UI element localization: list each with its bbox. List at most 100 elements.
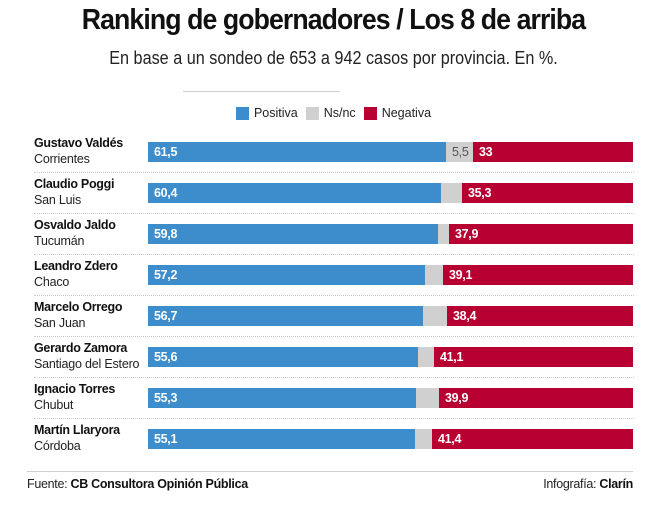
province-name: Corrientes — [34, 152, 90, 166]
chart-row: Gustavo Valdés Corrientes 61,5 5,5 33 — [34, 132, 634, 173]
row-separator — [34, 172, 634, 173]
legend-swatch-positiva — [235, 106, 249, 120]
stacked-bar: 61,5 5,5 33 — [148, 142, 633, 162]
chart-title: Ranking de gobernadores / Los 8 de arrib… — [81, 4, 586, 36]
province-name: Chaco — [34, 275, 70, 289]
row-separator — [34, 254, 634, 255]
stacked-bar: 55,1 41,4 — [148, 429, 633, 449]
stacked-bar: 60,4 35,3 — [148, 183, 633, 203]
credit-prefix: Infografía: — [543, 477, 600, 491]
chart-row: Martín Llaryora Córdoba 55,1 41,4 — [34, 419, 634, 460]
bar-segment-negativa: 39,9 — [439, 388, 633, 408]
source-prefix: Fuente: — [27, 477, 71, 491]
chart-row: Claudio Poggi San Luis 60,4 35,3 — [34, 173, 634, 214]
bar-segment-negativa: 41,4 — [432, 429, 633, 449]
governor-name: Martín Llaryora — [34, 423, 120, 437]
stacked-bar: 55,3 39,9 — [148, 388, 633, 408]
credit-name: Clarín — [599, 477, 633, 491]
province-name: Córdoba — [34, 439, 81, 453]
bar-segment-negativa: 41,1 — [434, 347, 633, 367]
footer-credit: Infografía: Clarín — [543, 477, 633, 491]
row-separator — [34, 418, 634, 419]
legend-item-nsnc: Ns/nc — [305, 106, 356, 120]
chart-row: Osvaldo Jaldo Tucumán 59,8 37,9 — [34, 214, 634, 255]
data-label-nsnc: 5,5 — [452, 145, 469, 159]
governor-name: Leandro Zdero — [34, 259, 118, 273]
data-label-positiva: 55,3 — [154, 391, 178, 405]
legend-swatch-negativa — [363, 106, 377, 120]
bar-segment-nsnc — [425, 265, 443, 285]
legend-label-positiva: Positiva — [253, 106, 298, 120]
province-name: Chubut — [34, 398, 74, 412]
province-name: San Juan — [34, 316, 86, 330]
data-label-positiva: 55,1 — [154, 432, 178, 446]
data-label-negativa: 35,3 — [468, 186, 492, 200]
row-separator — [34, 336, 634, 337]
stacked-bar: 57,2 39,1 — [148, 265, 633, 285]
governor-name: Ignacio Torres — [34, 382, 116, 396]
bar-segment-positiva: 61,5 — [148, 142, 446, 162]
chart-row: Gerardo Zamora Santiago del Estero 55,6 41,… — [34, 337, 634, 378]
legend-item-positiva: Positiva — [235, 106, 298, 120]
bar-segment-nsnc — [423, 306, 447, 326]
legend-label-negativa: Negativa — [381, 106, 432, 120]
bar-segment-positiva: 55,6 — [148, 347, 418, 367]
province-name: Santiago del Estero — [34, 357, 140, 371]
title-divider — [183, 91, 340, 92]
data-label-positiva: 55,6 — [154, 350, 178, 364]
data-label-positiva: 56,7 — [154, 309, 178, 323]
data-label-positiva: 59,8 — [154, 227, 178, 241]
bar-segment-nsnc — [416, 388, 439, 408]
bar-segment-positiva: 56,7 — [148, 306, 423, 326]
data-label-positiva: 57,2 — [154, 268, 178, 282]
bar-segment-nsnc: 5,5 — [446, 142, 473, 162]
bar-segment-positiva: 59,8 — [148, 224, 438, 244]
stacked-bar: 55,6 41,1 — [148, 347, 633, 367]
data-label-negativa: 41,1 — [440, 350, 464, 364]
footer-source: Fuente: CB Consultora Opinión Pública — [27, 477, 248, 491]
bar-segment-nsnc — [441, 183, 462, 203]
bar-segment-negativa: 37,9 — [449, 224, 633, 244]
bar-segment-nsnc — [438, 224, 449, 244]
chart-row: Leandro Zdero Chaco 57,2 39,1 — [34, 255, 634, 296]
bar-segment-positiva: 60,4 — [148, 183, 441, 203]
bar-segment-negativa: 35,3 — [462, 183, 633, 203]
source-name: CB Consultora Opinión Pública — [70, 477, 248, 491]
governor-name: Gustavo Valdés — [34, 136, 123, 150]
chart-subtitle: En base a un sondeo de 653 a 942 casos p… — [109, 48, 558, 68]
chart-row: Ignacio Torres Chubut 55,3 39,9 — [34, 378, 634, 419]
data-label-negativa: 38,4 — [453, 309, 477, 323]
bar-segment-positiva: 57,2 — [148, 265, 425, 285]
data-label-negativa: 39,1 — [449, 268, 473, 282]
row-separator — [34, 377, 634, 378]
stacked-bar: 56,7 38,4 — [148, 306, 633, 326]
legend-label-nsnc: Ns/nc — [323, 106, 356, 120]
data-label-positiva: 61,5 — [154, 145, 178, 159]
governor-name: Osvaldo Jaldo — [34, 218, 116, 232]
data-label-negativa: 37,9 — [455, 227, 479, 241]
legend: Positiva Ns/nc Negativa — [0, 106, 667, 120]
data-label-negativa: 33 — [479, 145, 493, 159]
data-label-positiva: 60,4 — [154, 186, 178, 200]
bar-segment-positiva: 55,3 — [148, 388, 416, 408]
governor-name: Claudio Poggi — [34, 177, 115, 191]
data-label-negativa: 39,9 — [445, 391, 469, 405]
row-separator — [34, 295, 634, 296]
bar-segment-negativa: 38,4 — [447, 306, 633, 326]
bar-segment-nsnc — [418, 347, 434, 367]
row-separator — [34, 213, 634, 214]
province-name: Tucumán — [34, 234, 85, 248]
legend-item-negativa: Negativa — [363, 106, 432, 120]
bar-segment-negativa: 39,1 — [443, 265, 633, 285]
bar-segment-negativa: 33 — [473, 142, 633, 162]
governor-name: Gerardo Zamora — [34, 341, 128, 355]
bar-segment-nsnc — [415, 429, 432, 449]
bar-segment-positiva: 55,1 — [148, 429, 415, 449]
chart-row: Marcelo Orrego San Juan 56,7 38,4 — [34, 296, 634, 337]
province-name: San Luis — [34, 193, 82, 207]
legend-swatch-nsnc — [305, 106, 319, 120]
data-label-negativa: 41,4 — [438, 432, 462, 446]
footer-divider — [27, 471, 633, 472]
stacked-bar: 59,8 37,9 — [148, 224, 633, 244]
governor-name: Marcelo Orrego — [34, 300, 123, 314]
